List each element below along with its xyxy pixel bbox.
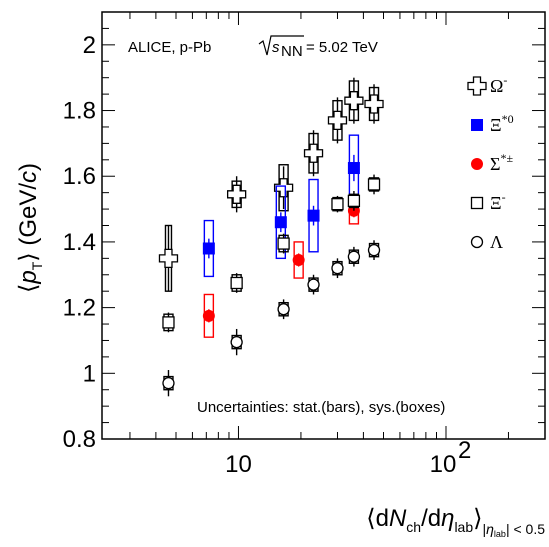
- legend-item: Ξ-: [470, 190, 506, 213]
- data-point: [367, 178, 381, 191]
- data-point: [277, 237, 290, 250]
- data-point: [273, 178, 294, 198]
- legend-label: Ω-: [490, 73, 507, 96]
- x-tick-label: 10: [225, 451, 252, 478]
- series-open-cross: [158, 77, 384, 292]
- data-point: [331, 262, 344, 275]
- data-point: [158, 248, 179, 268]
- data-point: [230, 276, 243, 290]
- y-tick-label: 2: [83, 32, 96, 59]
- data-point: [347, 162, 360, 175]
- uncertainties-note: Uncertainties: stat.(bars), sys.(boxes): [197, 399, 445, 416]
- legend-item: Ω-: [467, 73, 507, 96]
- series-layer: [158, 77, 384, 397]
- legend-item: Σ*±: [471, 151, 513, 174]
- x-axis-title: ⟨dNch/dηlab⟩|ηlab| < 0.5: [366, 505, 545, 539]
- y-tick-labels: 0.8 1 1.2 1.4 1.6 1.8 2: [63, 32, 96, 453]
- series-open-square: [162, 174, 381, 333]
- data-point: [307, 209, 320, 222]
- data-point: [202, 309, 215, 322]
- data-point: [331, 197, 344, 211]
- data-point: [230, 335, 243, 349]
- experiment-label: ALICE, p-Pb: [128, 39, 211, 56]
- legend-label: Σ*±: [490, 151, 513, 174]
- x-tick-label: 10: [430, 451, 457, 478]
- energy-sub: NN: [281, 43, 303, 60]
- sqrt-symbol: [258, 35, 304, 56]
- legend-label: Λ: [490, 232, 503, 252]
- x-tick-exponent: 2: [458, 437, 471, 464]
- data-point: [364, 94, 384, 114]
- y-tick-label: 1.4: [63, 229, 96, 256]
- y-tick-label: 1: [83, 360, 96, 387]
- data-point: [202, 242, 215, 255]
- legend: Ω- Ξ*0 Σ*± Ξ- Λ: [467, 73, 514, 252]
- legend-marker: [471, 119, 483, 131]
- legend-label: Ξ-: [490, 190, 506, 213]
- data-point: [347, 194, 361, 208]
- data-point: [292, 253, 305, 266]
- data-point: [274, 216, 287, 229]
- axis-ticks: [102, 11, 546, 440]
- data-point: [277, 303, 290, 316]
- energy-value: = 5.02 TeV: [306, 39, 378, 56]
- legend-label: Ξ*0: [490, 112, 514, 135]
- legend-item: Λ: [470, 232, 503, 252]
- series-filled-square: [202, 134, 360, 278]
- data-point: [162, 316, 175, 329]
- energy-sqrt-s: s: [272, 39, 280, 56]
- data-point: [303, 143, 324, 163]
- y-tick-label: 0.8: [63, 426, 96, 453]
- y-tick-label: 1.6: [63, 163, 96, 190]
- y-axis-title: ⟨pT⟩ (GeV/c): [15, 163, 45, 293]
- legend-marker: [471, 158, 483, 170]
- data-point: [347, 250, 361, 263]
- data-point: [367, 243, 381, 257]
- legend-marker: [467, 76, 487, 96]
- data-point: [226, 184, 247, 204]
- legend-item: Ξ*0: [471, 112, 514, 135]
- data-point: [307, 278, 320, 291]
- x-tick-labels: 10 102: [225, 437, 471, 478]
- series-open-circle: [162, 240, 381, 397]
- legend-marker: [470, 196, 484, 210]
- legend-marker: [470, 235, 484, 249]
- y-tick-label: 1.8: [63, 98, 96, 125]
- y-tick-label: 1.2: [63, 295, 96, 322]
- data-point: [162, 377, 175, 390]
- energy-label: s NN = 5.02 TeV: [258, 35, 378, 60]
- data-point: [327, 110, 348, 131]
- data-point: [344, 91, 364, 111]
